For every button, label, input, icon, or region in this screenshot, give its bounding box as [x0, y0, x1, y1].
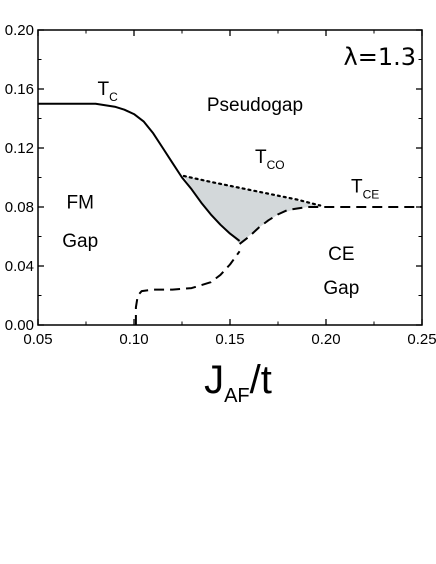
lambda-parameter-label: λ=1.3	[344, 43, 416, 71]
charge-order-shaded-region	[183, 176, 321, 244]
x-axis-label: JAF/t	[204, 358, 272, 407]
text-layer: TC TCO TCE Pseudogap FM Gap CE Gap λ=1.3 JAF/t	[62, 43, 416, 407]
y-tick-label: 0.16	[5, 81, 34, 98]
lambda-symbol: λ	[344, 43, 358, 71]
x-axis-label-suffix: /t	[250, 358, 272, 402]
series-label-subscript: C	[109, 90, 118, 104]
region-label-fm: FM	[67, 192, 94, 213]
plot-layer	[38, 102, 422, 325]
y-tick-label: 0.00	[5, 317, 34, 334]
series-label-t-co: TCO	[255, 147, 285, 172]
y-tick-label: 0.20	[5, 22, 34, 39]
x-tick-label: 0.05	[23, 331, 52, 348]
series-label-t-ce: TCE	[351, 176, 379, 201]
series-label-subscript: CE	[363, 187, 380, 201]
y-tick-label: 0.04	[5, 258, 34, 275]
series-line-t-c	[38, 102, 241, 242]
series-line-lower-boundary-3	[134, 250, 241, 325]
region-label-ce: CE	[328, 244, 354, 265]
x-axis-label-subscript: AF	[224, 385, 250, 407]
x-tick-label: 0.20	[311, 331, 340, 348]
series-line-t-co	[182, 174, 322, 207]
region-label-pseudogap: Pseudogap	[207, 95, 303, 116]
lambda-value: =1.3	[358, 43, 416, 71]
series-label-subscript: CO	[267, 158, 285, 172]
series-label-t-c: TC	[98, 79, 119, 104]
x-tick-label: 0.10	[119, 331, 148, 348]
y-tick-label: 0.08	[5, 199, 34, 216]
y-tick-label: 0.12	[5, 140, 34, 157]
axes-layer: 0.05 0.10 0.15 0.20 0.25 0.00 0.04 0.08 0.12 0.16…	[5, 22, 436, 348]
series-line-t-ce	[238, 206, 422, 245]
plot-frame	[37, 29, 423, 326]
x-tick-label: 0.25	[407, 331, 436, 348]
region-label-gap: Gap	[323, 278, 359, 299]
x-axis-label-main: J	[204, 358, 224, 402]
x-tick-label: 0.15	[215, 331, 244, 348]
region-label-gap: Gap	[62, 231, 98, 252]
